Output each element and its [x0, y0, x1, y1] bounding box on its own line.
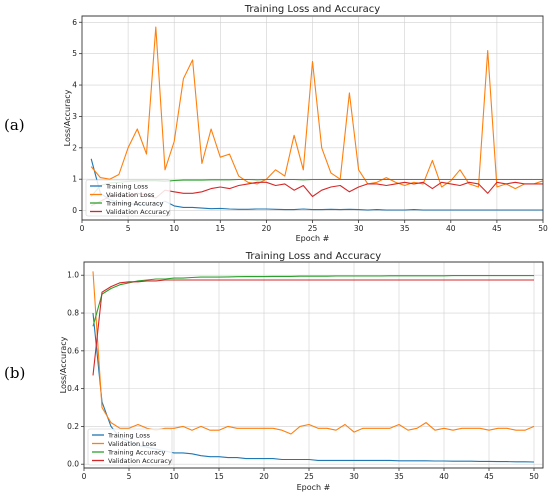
chart-title: Training Loss and Accuracy — [244, 4, 380, 15]
y-tick-label: 1 — [72, 175, 77, 184]
y-tick-label: 4 — [72, 81, 77, 90]
y-tick-label: 0.4 — [67, 384, 79, 393]
x-tick-label: 25 — [304, 472, 314, 481]
x-tick-label: 25 — [308, 224, 318, 233]
y-tick-label: 0.0 — [67, 460, 79, 469]
x-tick-label: 45 — [484, 472, 494, 481]
y-tick-label: 0.2 — [67, 422, 79, 431]
series-line-validation-loss — [92, 271, 535, 435]
x-tick-label: 40 — [446, 224, 456, 233]
legend-label: Training Accuracy — [107, 448, 166, 456]
y-tick-label: 0.6 — [67, 346, 79, 355]
x-tick-label: 20 — [262, 224, 272, 233]
x-tick-label: 45 — [492, 224, 502, 233]
legend-label: Training Accuracy — [105, 199, 164, 207]
x-tick-label: 20 — [259, 472, 269, 481]
series-line-validation-accuracy — [92, 279, 534, 376]
panel-label-b: (b) — [4, 364, 25, 382]
x-tick-label: 10 — [169, 472, 179, 481]
y-tick-label: 0.8 — [67, 309, 79, 318]
y-tick-label: 3 — [72, 112, 77, 121]
x-tick-label: 50 — [538, 224, 548, 233]
x-tick-label: 10 — [169, 224, 179, 233]
legend-label: Training Loss — [107, 431, 151, 439]
series-line-training-accuracy — [92, 275, 534, 327]
legend-box — [85, 179, 171, 217]
legend-label: Training Loss — [105, 182, 149, 190]
y-tick-label: 5 — [72, 49, 77, 58]
legend-box — [87, 428, 173, 466]
legend-label: Validation Loss — [108, 440, 157, 448]
y-tick-label: 2 — [72, 143, 77, 152]
legend-label: Validation Loss — [106, 191, 155, 199]
x-tick-label: 5 — [127, 472, 132, 481]
x-axis-label: Epoch # — [296, 234, 330, 243]
x-tick-label: 15 — [216, 224, 226, 233]
x-tick-label: 50 — [529, 472, 539, 481]
legend-label: Validation Accuracy — [108, 457, 172, 465]
y-tick-label: 6 — [72, 18, 77, 27]
legend-label: Validation Accuracy — [106, 208, 170, 216]
x-tick-label: 5 — [126, 224, 131, 233]
x-tick-label: 0 — [82, 472, 87, 481]
chart-b: 0 5 10 15 20 25 30 35 40 45 50 0.0 0.2 0.4 0.6 0.8 1.0 Tr… — [59, 251, 544, 492]
y-axis-label: Loss/Accuracy — [59, 336, 68, 393]
y-axis-label: Loss/Accuracy — [63, 89, 72, 146]
chart-title: Training Loss and Accuracy — [245, 251, 381, 262]
plot-frame — [83, 261, 544, 469]
y-tick-label: 1.0 — [67, 271, 79, 280]
x-tick-label: 30 — [349, 472, 359, 481]
x-tick-label: 15 — [214, 472, 224, 481]
x-tick-label: 0 — [80, 224, 85, 233]
x-tick-label: 40 — [439, 472, 449, 481]
x-tick-label: 30 — [354, 224, 364, 233]
x-tick-label: 35 — [394, 472, 404, 481]
x-axis-label: Epoch # — [297, 483, 331, 492]
y-tick-label: 0 — [72, 206, 77, 215]
series-line-validation-loss — [90, 26, 544, 190]
x-tick-label: 35 — [400, 224, 410, 233]
plot-frame — [81, 15, 544, 221]
panel-label-a: (a) — [4, 116, 25, 134]
